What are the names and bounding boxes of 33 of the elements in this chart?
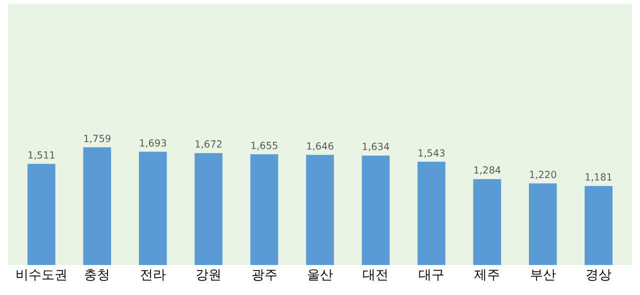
x-tick-label: 경상 [586, 268, 612, 283]
data-label: 1,543 [418, 148, 446, 160]
bar [362, 156, 390, 265]
data-label: 1,646 [306, 141, 334, 152]
data-label: 1,693 [138, 138, 167, 150]
bar [306, 154, 334, 265]
data-label: 1,284 [473, 166, 502, 177]
bar [473, 179, 502, 265]
data-label: 1,672 [194, 140, 222, 151]
data-label: 1,511 [28, 150, 56, 162]
x-tick-label: 울산 [307, 268, 333, 283]
x-tick-label: 제주 [474, 268, 500, 283]
bar [83, 147, 112, 265]
x-tick-label: 충청 [84, 268, 110, 283]
data-label: 1,759 [83, 134, 112, 145]
x-tick-label: 강원 [196, 268, 222, 283]
x-tick-label: 대전 [362, 268, 389, 283]
bar [250, 154, 278, 265]
x-tick-label: 광주 [251, 268, 278, 283]
data-label: 1,634 [362, 142, 390, 154]
bar [138, 152, 167, 265]
data-label: 1,220 [528, 170, 557, 181]
data-label: 1,181 [584, 172, 612, 184]
x-tick-label: 대구 [418, 268, 444, 283]
bar [194, 153, 222, 265]
bar [584, 186, 612, 265]
x-tick-label: 부산 [530, 268, 556, 283]
x-tick-label: 전라 [140, 268, 166, 283]
bar [28, 164, 56, 265]
bar [528, 183, 557, 265]
bar [418, 162, 446, 265]
data-label: 1,655 [250, 140, 278, 152]
x-tick-label: 비수도권 [15, 268, 68, 283]
